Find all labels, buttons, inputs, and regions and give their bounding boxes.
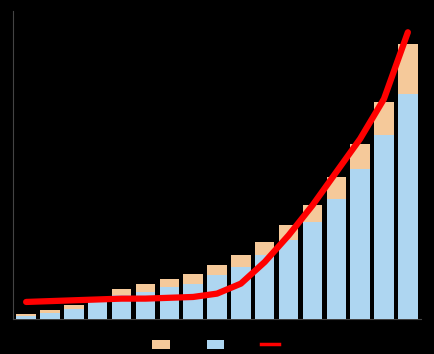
Bar bbox=[279, 225, 298, 319]
Bar bbox=[207, 275, 227, 319]
Bar bbox=[136, 292, 155, 319]
Bar bbox=[231, 267, 251, 319]
Bar bbox=[255, 255, 274, 319]
Legend: , , : , , bbox=[148, 336, 286, 354]
Bar bbox=[255, 242, 274, 319]
Bar bbox=[279, 240, 298, 319]
Bar bbox=[88, 297, 108, 319]
Bar bbox=[16, 316, 36, 319]
Bar bbox=[136, 284, 155, 319]
Bar bbox=[326, 177, 346, 319]
Bar bbox=[64, 309, 84, 319]
Bar bbox=[88, 302, 108, 319]
Bar bbox=[183, 284, 203, 319]
Bar bbox=[398, 44, 418, 319]
Bar bbox=[350, 144, 370, 319]
Bar bbox=[64, 305, 84, 319]
Bar bbox=[231, 255, 251, 319]
Bar bbox=[112, 295, 132, 319]
Bar bbox=[16, 314, 36, 319]
Bar bbox=[374, 102, 394, 319]
Bar bbox=[302, 222, 322, 319]
Bar bbox=[302, 205, 322, 319]
Bar bbox=[160, 287, 179, 319]
Bar bbox=[350, 169, 370, 319]
Bar bbox=[40, 310, 60, 319]
Bar bbox=[112, 289, 132, 319]
Bar bbox=[40, 313, 60, 319]
Bar bbox=[398, 94, 418, 319]
Bar bbox=[374, 136, 394, 319]
Bar bbox=[207, 266, 227, 319]
Bar bbox=[183, 274, 203, 319]
Bar bbox=[326, 199, 346, 319]
Bar bbox=[160, 279, 179, 319]
